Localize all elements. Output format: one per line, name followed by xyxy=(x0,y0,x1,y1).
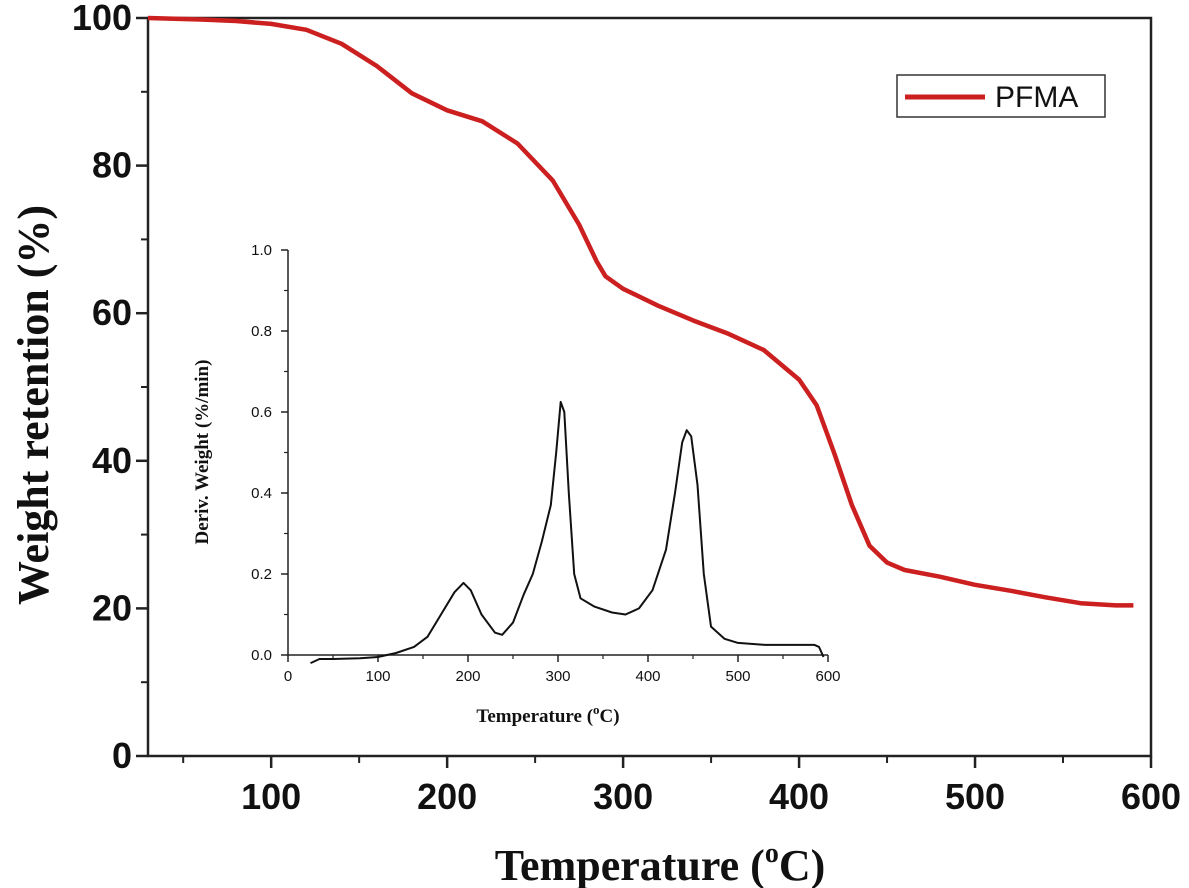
main-legend-label: PFMA xyxy=(995,81,1078,114)
main-x-axis-title: Temperature (oC) xyxy=(495,838,826,888)
main-y-tick-label: 20 xyxy=(92,587,132,628)
main-y-tick-label: 0 xyxy=(112,735,132,776)
inset-y-tick-label: 0.8 xyxy=(251,323,272,340)
main-series-layer xyxy=(147,15,1134,608)
inset-x-tick-label: 200 xyxy=(455,668,480,685)
main-x-tick-label: 300 xyxy=(593,776,653,817)
main-legend: PFMA xyxy=(896,74,1106,118)
main-x-axis-title-text: Temperature ( xyxy=(495,841,765,888)
inset-y-tick-label: 0.0 xyxy=(251,647,272,664)
inset-x-axis-title-end: C) xyxy=(600,706,620,727)
main-x-tick-label: 500 xyxy=(945,776,1005,817)
inset-y-tick-label: 0.2 xyxy=(251,566,272,583)
inset-x-tick-label: 100 xyxy=(365,668,390,685)
main-x-axis-title-sup: o xyxy=(765,838,779,869)
main-chart: 100 200 300 400 500 600 0 20 40 60 80 100 Weight re… xyxy=(9,0,1181,888)
inset-x-tick-label: 300 xyxy=(545,668,570,685)
inset-y-tick-label: 0.4 xyxy=(251,485,272,502)
inset-x-axis-title: Temperature (oC) xyxy=(476,702,619,727)
inset-x-tick-label: 0 xyxy=(284,668,292,685)
main-x-tick-label: 100 xyxy=(241,776,301,817)
series-line-dtg xyxy=(310,400,825,665)
main-plot-frame xyxy=(146,16,1153,758)
main-x-tick-label: 400 xyxy=(769,776,829,817)
main-y-tick-label: 80 xyxy=(92,145,132,186)
inset-x-axis-title-text: Temperature ( xyxy=(476,706,593,727)
inset-axis-ticks: 0 100 200 300 400 500 600 0.0 0.2 0.4 0.6 0.8 1.0 xyxy=(251,242,840,685)
main-x-tick-label: 600 xyxy=(1121,776,1181,817)
main-x-tick-label: 200 xyxy=(417,776,477,817)
series-line-pfma xyxy=(147,15,1134,608)
inset-y-tick-label: 0.6 xyxy=(251,404,272,421)
inset-chart: 0 100 200 300 400 500 600 0.0 0.2 0.4 0.6 0.8 1.0 De… xyxy=(192,242,841,727)
main-y-tick-label: 60 xyxy=(92,292,132,333)
inset-x-tick-label: 400 xyxy=(635,668,660,685)
inset-y-axis-title: Deriv. Weight (%/min) xyxy=(192,360,213,545)
inset-x-axis-title-sup: o xyxy=(593,702,600,717)
main-axis-ticks: 100 200 300 400 500 600 0 20 40 60 80 100 xyxy=(72,0,1181,817)
inset-y-tick-label: 1.0 xyxy=(251,242,272,259)
inset-x-tick-label: 500 xyxy=(725,668,750,685)
main-y-tick-label: 100 xyxy=(72,0,132,38)
inset-series-layer xyxy=(310,400,825,665)
main-x-axis-title-end: C) xyxy=(779,841,825,888)
inset-x-tick-label: 600 xyxy=(815,668,840,685)
main-y-tick-label: 40 xyxy=(92,440,132,481)
main-y-axis-title: Weight retention (%) xyxy=(9,205,58,605)
